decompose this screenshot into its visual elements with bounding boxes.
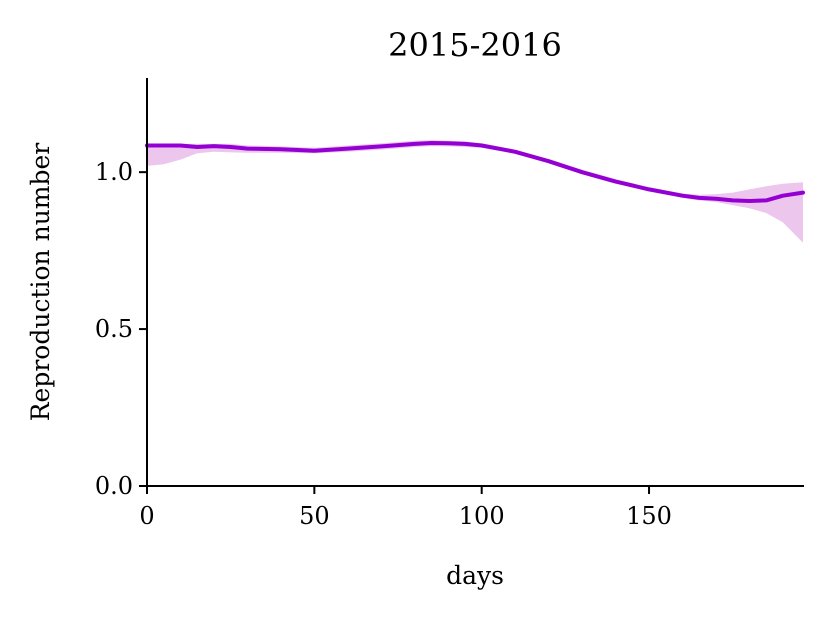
- x-ticks: 0 50 100 150: [139, 486, 672, 530]
- plot-area: [145, 140, 805, 243]
- confidence-band: [147, 140, 803, 243]
- x-tick-label: 50: [299, 502, 330, 530]
- x-tick-label: 150: [626, 502, 672, 530]
- y-ticks: 0.0 0.5 1.0: [95, 158, 147, 500]
- x-axis-label: days: [446, 561, 504, 590]
- y-axis-label: Reproduction number: [26, 143, 55, 422]
- chart-title: 2015-2016: [388, 26, 562, 64]
- x-tick-label: 100: [459, 502, 505, 530]
- x-tick-label: 0: [139, 502, 154, 530]
- y-tick-label: 1.0: [95, 158, 133, 186]
- y-tick-label: 0.0: [95, 472, 133, 500]
- reproduction-number-line: [145, 141, 805, 203]
- y-tick-label: 0.5: [95, 315, 133, 343]
